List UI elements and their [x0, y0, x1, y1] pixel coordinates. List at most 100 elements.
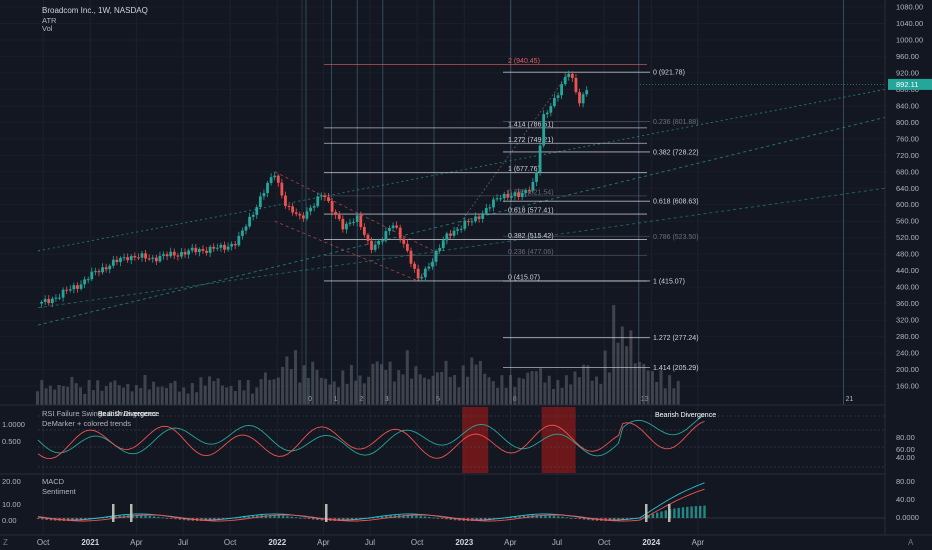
fib-retracement-label: 1.414 (205.29) [653, 365, 699, 372]
candle-body [79, 284, 83, 289]
last-price-badge[interactable] [888, 78, 932, 90]
volume-bar [173, 380, 177, 405]
macd-histogram-bar [621, 518, 624, 521]
macd-left-tick-3: 0.00 [2, 516, 17, 525]
volume-bar [487, 377, 491, 405]
candle-body [499, 198, 503, 200]
candle-body [97, 271, 101, 273]
candle-body [413, 263, 416, 269]
macd-histogram-bar [552, 515, 556, 518]
candle-body [456, 229, 459, 231]
candle-body [370, 240, 373, 250]
volume-bar [431, 375, 435, 405]
candle-body [459, 228, 463, 230]
macd-histogram-bar [101, 517, 104, 519]
macd-histogram-bar [131, 515, 134, 518]
volume-bar [74, 383, 78, 405]
volume-bar [259, 379, 263, 405]
corner-right-label[interactable]: A [908, 538, 914, 547]
macd-histogram-bar [625, 518, 629, 520]
candle-body [463, 221, 467, 229]
candle-body [327, 197, 330, 202]
volume-bar [603, 350, 607, 405]
candle-body [484, 207, 488, 214]
candle-body [50, 298, 54, 304]
candle-body [241, 230, 244, 236]
candle-body [176, 255, 180, 257]
volume-bar [246, 380, 250, 405]
macd-histogram-bar [140, 515, 143, 518]
volume-bar [289, 369, 293, 405]
volume-bar [79, 387, 82, 405]
candle-body [434, 250, 438, 262]
volume-bar [117, 385, 121, 405]
candle-body [226, 246, 230, 250]
fib-retracement-label: 0.236 (801.88) [653, 119, 699, 126]
candle-body [90, 271, 94, 280]
volume-bar [70, 376, 74, 405]
macd-histogram-bar [441, 518, 444, 519]
candle-body [578, 92, 581, 104]
candlesticks [40, 70, 589, 308]
macd-histogram-bar [578, 518, 581, 520]
rsi-left-tick-2: 0.500 [2, 437, 21, 446]
fib-extension-label: 1.414 (786.51) [508, 121, 554, 128]
volume-bar [332, 381, 336, 405]
time-axis-label: Jul [365, 538, 375, 547]
candle-body [427, 266, 431, 269]
volume-bar [435, 372, 439, 405]
candle-body [316, 196, 320, 207]
macd-legend[interactable]: MACD [42, 477, 65, 486]
macd-histogram-bar [539, 515, 543, 518]
time-axis-label: 2023 [455, 538, 473, 547]
indicator-label-atr[interactable]: ATR [42, 16, 57, 25]
time-axis-label: Apr [692, 538, 705, 547]
macd-histogram-bar [109, 516, 113, 518]
macd-histogram-bar [312, 518, 315, 520]
macd-histogram-bar [505, 517, 508, 519]
candle-body [570, 73, 574, 78]
candle-body [187, 250, 191, 255]
volume-bar [405, 350, 409, 405]
fib-retracement-label: 0.382 (728.22) [653, 149, 699, 156]
candle-body [43, 299, 47, 302]
macd-histogram-bar [694, 506, 698, 518]
indicator-label-vol[interactable]: Vol [42, 24, 53, 33]
price-scale[interactable]: 1080.001040.001000.00960.00920.00880.008… [640, 3, 932, 391]
volume-bar [242, 390, 246, 405]
price-tick-label: 1000.00 [896, 35, 923, 44]
candle-body [395, 225, 399, 228]
rsi-legend-2[interactable]: DeMarker + colored trends [42, 419, 131, 428]
macd-histogram-bar [436, 518, 440, 519]
price-tick-label: 320.00 [896, 316, 919, 325]
volume-bar [160, 386, 164, 405]
candle-body [133, 255, 137, 258]
candle-body [420, 277, 424, 279]
rsi-panel [37, 407, 885, 473]
volume-bar [573, 371, 577, 405]
macd-right-tick-1: 80.00 [896, 477, 915, 486]
macd-histogram-bar [608, 518, 612, 521]
volume-bar [556, 380, 560, 405]
volume-bar [122, 387, 125, 405]
macd-histogram-bar [269, 515, 272, 518]
time-axis[interactable]: Oct 2021 Apr Jul Oct 2022 Apr Jul Oct 2023 Apr Jul O… [37, 538, 705, 547]
candle-body [466, 221, 470, 223]
candle-body [251, 214, 255, 217]
macd-left-tick-1: 20.00 [2, 477, 21, 486]
macd-histogram-bar [294, 517, 298, 519]
macd-histogram-bar [690, 506, 693, 518]
price-tick-label: 1040.00 [896, 19, 923, 28]
macd-histogram-bar [445, 518, 448, 520]
volume-bar [650, 371, 654, 405]
sentiment-legend[interactable]: Sentiment [42, 487, 77, 496]
candle-body [223, 244, 226, 250]
volume-bar [543, 382, 547, 405]
candle-body [416, 268, 420, 279]
volume-bar [552, 388, 555, 405]
macd-histogram-bar [664, 510, 667, 518]
rsi-legend-1[interactable]: RSI Failure Swings & Divergences [42, 409, 157, 418]
corner-left-label[interactable]: Z [3, 538, 8, 547]
candle-body [549, 106, 553, 113]
